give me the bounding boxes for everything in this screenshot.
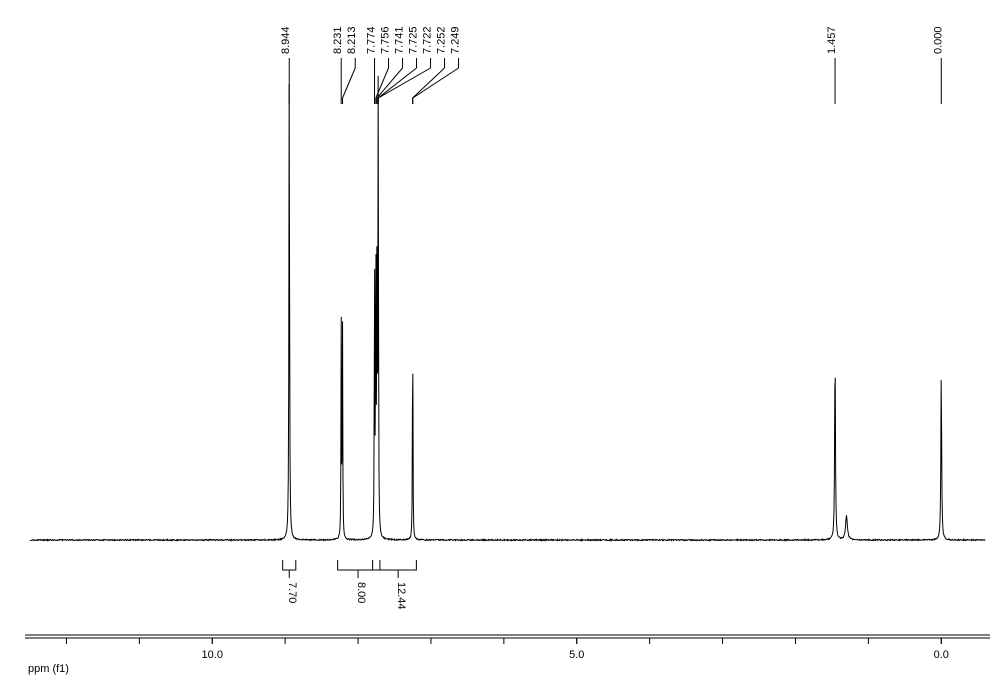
x-axis: 10.0 5.0 0.0 ppm (f1) [25, 635, 990, 675]
peak-label: 7.756 [380, 26, 392, 54]
integral-labels: 7.70 8.00 12.44 [283, 560, 417, 610]
peak-label: 7.249 [450, 26, 462, 54]
axis-tick-label: 5.0 [569, 649, 584, 661]
peak-label: 7.774 [366, 26, 378, 54]
axis-tick-label: 0.0 [934, 649, 949, 661]
spectrum-trace [30, 76, 985, 541]
nmr-spectrum: 8.944 8.2318.213 7.7747.7567.7417.7257.722… [0, 0, 1000, 691]
peak-label: 0.000 [932, 26, 944, 54]
peak-labels: 8.944 8.2318.213 7.7747.7567.7417.7257.722… [280, 26, 944, 104]
integral-value: 8.00 [355, 582, 367, 603]
peak-label: 8.231 [332, 26, 344, 54]
integral-value: 7.70 [286, 582, 298, 603]
peak-label: 7.725 [408, 26, 420, 54]
peak-label: 7.252 [436, 26, 448, 54]
peak-label: 1.457 [826, 26, 838, 54]
peak-label: 7.741 [394, 26, 406, 54]
axis-tick-label: 10.0 [202, 649, 223, 661]
peak-label: 8.213 [346, 26, 358, 54]
axis-title: ppm (f1) [28, 663, 69, 675]
peak-label: 7.722 [422, 26, 434, 54]
peak-label: 8.944 [280, 26, 292, 54]
integral-value: 12.44 [395, 582, 407, 610]
